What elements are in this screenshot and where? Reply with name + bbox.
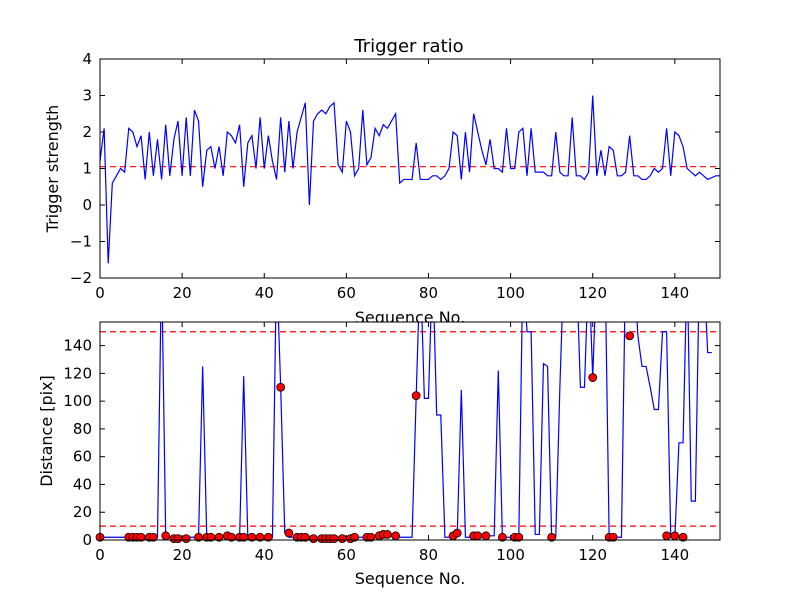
data-point-marker [181, 534, 191, 544]
data-point-marker [366, 532, 376, 542]
data-point-marker [625, 331, 635, 341]
y-tick-label: 4 [82, 50, 92, 68]
y-tick-label: 0 [82, 196, 92, 214]
distance-markers [95, 331, 688, 544]
y-axis-ticks: −2 −1 0 1 2 3 4 [70, 50, 720, 287]
data-point-marker [411, 391, 421, 400]
y-tick-label: 100 [63, 392, 92, 410]
x-tick-label: 60 [337, 546, 356, 564]
data-point-marker [161, 531, 171, 541]
data-point-marker [588, 373, 598, 382]
y-tick-label: 3 [82, 87, 92, 105]
x-tick-label: 100 [496, 546, 525, 564]
x-axis-label: Sequence No. [355, 569, 466, 588]
plot-frame [99, 321, 721, 541]
data-point-marker [337, 534, 347, 544]
data-point-marker [481, 531, 491, 541]
y-axis-ticks: 0 20 40 60 80 100 120 140 [63, 337, 720, 549]
data-point-marker [670, 531, 680, 541]
data-point-marker [329, 534, 339, 544]
x-tick-label: 0 [95, 546, 105, 564]
y-tick-label: 0 [82, 531, 92, 549]
y-tick-label: −1 [70, 233, 92, 251]
x-tick-label: 20 [173, 284, 192, 302]
y-tick-label: 60 [73, 448, 92, 466]
y-axis-label: Distance [pix] [37, 375, 56, 487]
plot-area [100, 322, 720, 540]
data-point-marker [309, 534, 318, 544]
data-point-marker [300, 532, 310, 542]
data-point-marker [263, 532, 273, 542]
x-tick-label: 120 [578, 546, 607, 564]
x-tick-label: 20 [173, 546, 192, 564]
y-tick-label: 1 [82, 160, 92, 178]
y-tick-label: 120 [63, 364, 92, 382]
data-point-marker [678, 532, 688, 542]
x-tick-label: 40 [255, 284, 274, 302]
trigger-ratio-chart: Trigger ratio 0 20 40 60 80 100 120 140 −2 −1 0 1 2… [43, 36, 721, 327]
x-tick-label: 80 [419, 546, 438, 564]
y-axis-label: Trigger strength [43, 105, 62, 234]
data-point-marker [148, 532, 158, 542]
data-point-marker [608, 532, 618, 542]
series-line-trigger-strength [99, 95, 720, 264]
data-point-marker [452, 528, 462, 538]
x-tick-label: 140 [661, 284, 690, 302]
x-tick-label: 100 [496, 284, 525, 302]
data-point-marker [383, 530, 392, 539]
chart-title: Trigger ratio [353, 36, 463, 57]
data-point-marker [473, 531, 483, 541]
x-tick-label: 40 [255, 546, 274, 564]
y-tick-label: 2 [82, 123, 92, 141]
data-point-marker [514, 532, 524, 542]
y-tick-label: 140 [63, 337, 92, 355]
y-tick-label: −2 [70, 269, 92, 287]
distance-chart: 0 20 40 60 80 100 120 140 0 20 40 60 80 100 120 140 Di… [37, 321, 721, 588]
plot-frame [99, 58, 721, 279]
data-point-marker [214, 532, 224, 542]
x-tick-label: 0 [95, 284, 105, 302]
data-point-marker [547, 532, 557, 542]
y-tick-label: 40 [73, 475, 92, 493]
threshold-lines [100, 331, 720, 527]
data-point-marker [173, 534, 183, 544]
data-point-marker [662, 531, 672, 541]
x-axis-ticks: 0 20 40 60 80 100 120 140 [95, 322, 689, 564]
plot-area [100, 59, 720, 278]
y-tick-label: 20 [73, 503, 92, 521]
y-tick-label: 80 [73, 420, 92, 438]
x-axis-ticks: 0 20 40 60 80 100 120 140 [95, 59, 689, 302]
x-tick-label: 120 [578, 284, 607, 302]
data-point-marker [276, 382, 286, 392]
data-point-marker [497, 532, 507, 542]
x-tick-label: 140 [661, 546, 690, 564]
x-tick-label: 60 [337, 284, 356, 302]
data-point-marker [391, 531, 401, 541]
data-point-marker [284, 528, 294, 538]
data-point-marker [350, 532, 359, 542]
x-tick-label: 80 [419, 284, 438, 302]
